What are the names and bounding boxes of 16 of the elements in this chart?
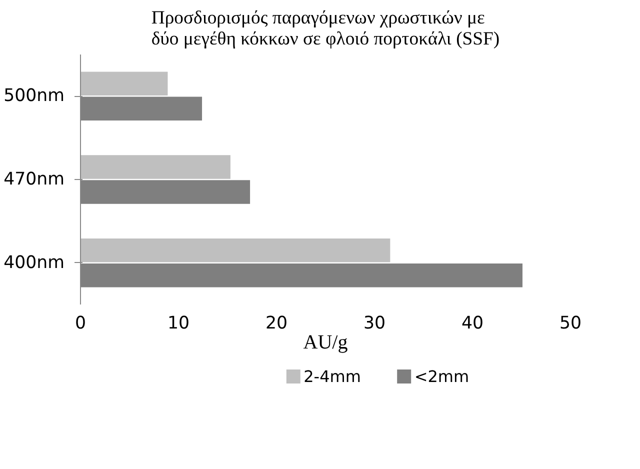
y-tick-label: 500nm	[4, 86, 64, 106]
y-tick-label: 470nm	[4, 170, 64, 190]
chart-title: Προσδιορισμός παραγόμενων χρωστικών με δύο μεγέθη κόκκων σε φλοιό πορτοκάλι (SSF)	[151, 8, 500, 50]
bar	[80, 72, 168, 96]
x-axis-title: AU/g	[303, 332, 348, 354]
bar	[80, 238, 390, 262]
x-tick-label: 20	[265, 314, 288, 334]
x-tick-label: 40	[461, 314, 484, 334]
legend-label: <2mm	[414, 367, 470, 386]
x-tick-label: 50	[559, 314, 582, 334]
legend-label: 2-4mm	[304, 367, 361, 386]
x-tick-label: 10	[167, 314, 190, 334]
x-tick-label: 0	[74, 314, 86, 334]
bar	[80, 155, 230, 179]
x-tick-label: 30	[363, 314, 386, 334]
y-tick-label: 400nm	[4, 252, 64, 273]
